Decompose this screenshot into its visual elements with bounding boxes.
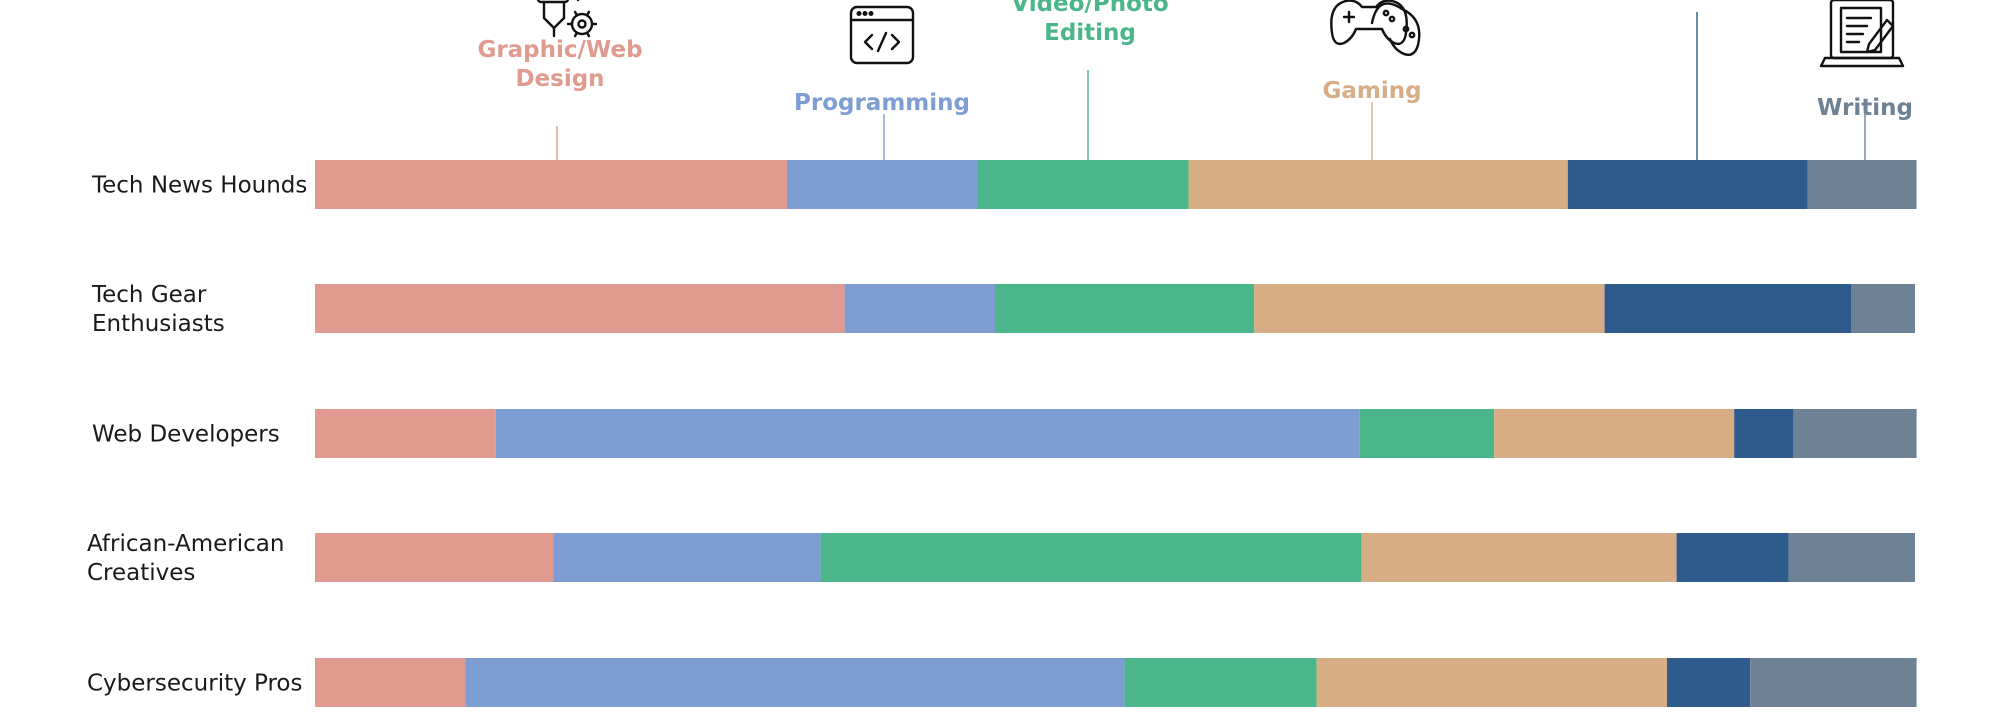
legend-label-line: Graphic/Web — [477, 37, 642, 63]
bar-segment-2-row-2 — [844, 284, 995, 333]
row-labels: Tech News Hounds Tech Gear Enthusiasts Web … — [87, 173, 307, 697]
bar-segment-5-row-2 — [1604, 284, 1851, 333]
bar-segment-5-row-4 — [1676, 533, 1789, 582]
legend-item-6: Writing — [1817, 0, 1913, 160]
row-label-line: Enthusiasts — [92, 311, 225, 337]
code-window-icon — [849, 5, 915, 65]
bar-segment-6-row-3 — [1793, 409, 1917, 458]
bar-segment-2-row-1 — [787, 160, 978, 209]
laptop-writing-icon — [1819, 0, 1905, 68]
bar-segment-1-row-3 — [315, 409, 496, 458]
bar-segment-3-row-3 — [1359, 409, 1495, 458]
row-label: Tech News Hounds — [91, 173, 307, 199]
row-label: Cybersecurity Pros — [87, 671, 303, 697]
bar-segment-5-row-3 — [1734, 409, 1794, 458]
bar-segment-4-row-5 — [1316, 658, 1667, 707]
bar-segment-3-row-2 — [995, 284, 1255, 333]
designer-icon — [536, 0, 598, 38]
bar-segment-2-row-3 — [495, 409, 1360, 458]
gamepad-icon — [1330, 0, 1421, 56]
legend-label: Programming — [794, 90, 970, 116]
bar-segment-6-row-1 — [1807, 160, 1917, 209]
bar-segment-3-row-1 — [977, 160, 1189, 209]
legend-item-1: Graphic/Web Design — [477, 0, 643, 160]
legend-label: Video/Photo Editing — [1011, 0, 1168, 46]
bar-segment-1-row-4 — [315, 533, 554, 582]
row-label-line: Cybersecurity Pros — [87, 671, 303, 697]
row-label-line: Web Developers — [92, 422, 280, 448]
legend-label: Writing — [1817, 95, 1913, 121]
bar-segment-5-row-5 — [1667, 658, 1751, 707]
bars — [315, 160, 1917, 707]
row-label-line: Tech Gear — [91, 282, 207, 308]
legend-label: Graphic/Web Design — [477, 37, 642, 92]
bar-segment-5-row-1 — [1567, 160, 1808, 209]
bar-segment-1-row-2 — [315, 284, 845, 333]
legend-item-3: Video/Photo Editing — [1011, 0, 1169, 160]
legend-label-line: Gaming — [1322, 78, 1421, 104]
legend-item-4: Gaming — [1322, 0, 1422, 160]
bar-segment-1-row-1 — [315, 160, 787, 209]
legend-label-line: Programming — [794, 90, 970, 116]
bar-segment-4-row-1 — [1188, 160, 1568, 209]
legend-label-line: Design — [515, 66, 604, 92]
bar-segment-2-row-5 — [465, 658, 1125, 707]
bar-segment-4-row-4 — [1361, 533, 1677, 582]
legend-item-2: Programming — [794, 5, 970, 160]
bar-segment-4-row-2 — [1254, 284, 1605, 333]
bar-segment-6-row-2 — [1851, 284, 1915, 333]
bar-segment-2-row-4 — [553, 533, 821, 582]
row-label-line: Tech News Hounds — [91, 173, 307, 199]
bar-segment-1-row-5 — [315, 658, 466, 707]
bar-segment-3-row-5 — [1124, 658, 1317, 707]
bar-segment-6-row-4 — [1788, 533, 1915, 582]
legend-label-line: Video/Photo — [1011, 0, 1168, 17]
row-label: Tech Gear Enthusiasts — [91, 282, 225, 337]
legend: Graphic/Web Design Programming Video/Photo E… — [477, 0, 1913, 160]
legend-label-line: Editing — [1044, 20, 1136, 46]
legend-label: Gaming — [1322, 78, 1421, 104]
row-label-line: African-American — [87, 531, 284, 557]
row-label-line: Creatives — [87, 560, 195, 586]
bar-segment-6-row-5 — [1750, 658, 1917, 707]
bar-segment-3-row-4 — [820, 533, 1362, 582]
row-label: African-American Creatives — [87, 531, 284, 586]
row-label: Web Developers — [92, 422, 280, 448]
legend-label-line: Writing — [1817, 95, 1913, 121]
bar-segment-4-row-3 — [1494, 409, 1735, 458]
